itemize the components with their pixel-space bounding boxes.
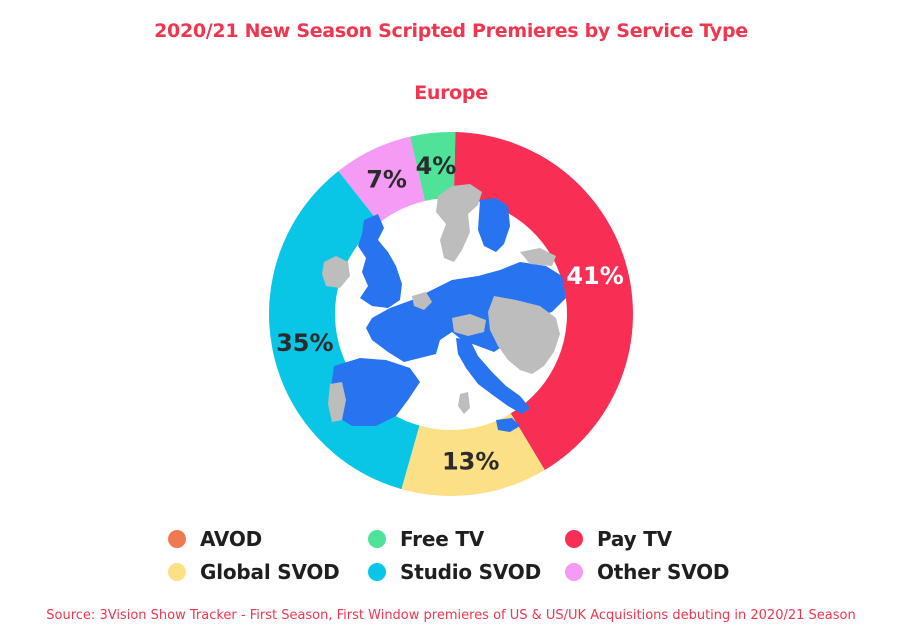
slice-global-svod [401, 413, 545, 496]
legend-item-avod: AVOD [168, 527, 262, 551]
map-uk [358, 214, 402, 308]
legend-dot-studio-svod [368, 563, 386, 581]
map-balkans [488, 296, 560, 374]
slice-labels: 4% 41% 13% 35% 7% [276, 152, 624, 476]
legend-label-avod: AVOD [200, 527, 263, 551]
legend-dot-avod [168, 530, 186, 548]
map-italy [456, 338, 530, 414]
source-note: Source: 3Vision Show Tracker - First Sea… [46, 608, 856, 623]
legend-dot-pay-tv [565, 530, 583, 548]
chart-subtitle: Europe [414, 82, 488, 104]
donut-chart: 4% 41% 13% 35% 7% [268, 131, 633, 496]
map-alps [452, 314, 486, 336]
map-mainland [366, 262, 566, 362]
slice-free-tv [410, 131, 456, 201]
map-iberia [330, 358, 420, 426]
map-portugal [328, 382, 346, 422]
slice-label-free-tv: 4% [416, 152, 457, 180]
legend-item-other-svod: Other SVOD [565, 560, 730, 584]
map-finland [478, 198, 510, 252]
map-sardinia [458, 392, 470, 414]
slice-label-studio-svod: 35% [276, 329, 333, 357]
legend-item-pay-tv: Pay TV [565, 527, 672, 551]
legend-label-global-svod: Global SVOD [200, 560, 340, 584]
slice-label-other-svod: 7% [366, 166, 407, 194]
legend-item-global-svod: Global SVOD [168, 560, 340, 584]
legend-item-free-tv: Free TV [368, 527, 484, 551]
map-scandinavia [436, 184, 482, 262]
map-benelux [412, 292, 432, 310]
legend-dot-global-svod [168, 563, 186, 581]
legend-dot-free-tv [368, 530, 386, 548]
europe-map [322, 184, 566, 432]
slice-label-pay-tv: 41% [566, 262, 623, 290]
legend-label-other-svod: Other SVOD [597, 560, 730, 584]
legend-label-studio-svod: Studio SVOD [400, 560, 542, 584]
map-ireland [322, 256, 350, 288]
legend-label-free-tv: Free TV [400, 527, 485, 551]
legend-label-pay-tv: Pay TV [597, 527, 672, 551]
map-sicily [496, 418, 520, 432]
slice-label-global-svod: 13% [442, 448, 499, 476]
slice-other-svod [338, 136, 425, 223]
slice-pay-tv [453, 132, 633, 471]
legend-item-studio-svod: Studio SVOD [368, 560, 541, 584]
map-belarus [520, 248, 556, 266]
legend-dot-other-svod [565, 563, 583, 581]
chart-title: 2020/21 New Season Scripted Premieres by… [154, 20, 748, 42]
